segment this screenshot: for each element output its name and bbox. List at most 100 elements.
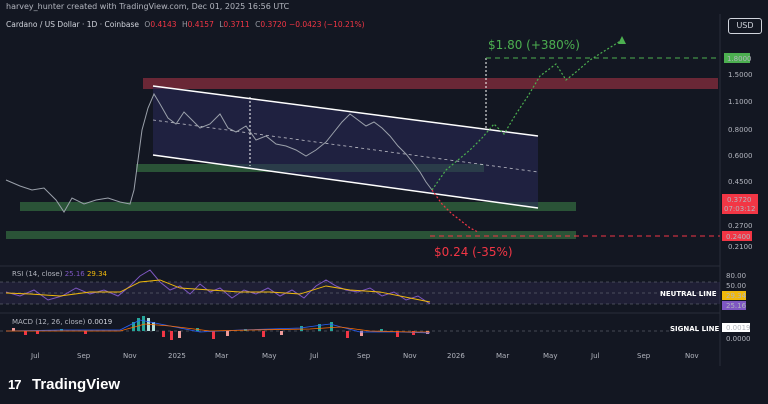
time-tick: Sep [357, 352, 371, 360]
time-tick: Nov [685, 352, 699, 360]
resistance-zone[interactable] [143, 78, 718, 89]
rsi-tick-80: 80.00 [726, 272, 746, 280]
bullish-arrow-head [618, 36, 626, 44]
currency-button[interactable]: USD [728, 18, 762, 34]
macd-bar [36, 331, 39, 334]
macd-zero-text: 0.0000 [726, 335, 751, 343]
rsi-badge-1 [722, 291, 746, 300]
macd-bar [318, 324, 321, 331]
macd-bar [262, 331, 265, 337]
rsi-title[interactable]: RSI (14, close) [12, 270, 63, 278]
channel-mid-line[interactable] [152, 119, 539, 173]
macd-bar [396, 331, 399, 337]
time-tick: Sep [637, 352, 651, 360]
macd-bar [300, 326, 303, 331]
rsi-value-2: 29.34 [86, 270, 108, 278]
low-label: L [219, 20, 224, 29]
rsi-badge-2-text: 25.16 [726, 302, 747, 310]
macd-bar [346, 331, 349, 338]
macd-bar [152, 322, 155, 331]
bearish-projection[interactable] [431, 189, 479, 233]
time-tick: 2026 [447, 352, 465, 360]
rsi-value-1: 25.16 [64, 270, 85, 278]
time-tick: 2025 [168, 352, 186, 360]
lower-support-zone[interactable] [6, 231, 576, 239]
target-down-label: $0.24 (-35%) [434, 245, 513, 259]
price-tick-1: 1.5000 [728, 71, 753, 79]
open-value: 0.4143 [150, 20, 177, 29]
macd-bar [142, 316, 145, 331]
price-axis[interactable]: 1.8000 1.5000 1.1000 0.8000 0.6000 0.450… [722, 53, 758, 251]
target-high-badge-text: 1.8000 [727, 55, 752, 63]
price-line[interactable] [5, 92, 433, 213]
symbol-title[interactable]: Cardano / US Dollar · 1D · Coinbase [6, 20, 140, 29]
price-tick-4: 0.6000 [728, 152, 753, 160]
countdown-text: 07:03:12 [724, 205, 755, 213]
macd-bar [12, 328, 15, 331]
target-up-label: $1.80 (+380%) [488, 38, 580, 52]
rsi-tick-50: 50.00 [726, 282, 746, 290]
macd-legend: MACD (12, 26, close) 0.0019 [12, 318, 112, 326]
time-tick: May [262, 352, 276, 360]
macd-bar [360, 331, 363, 336]
time-tick: Mar [496, 352, 509, 360]
time-tick: Sep [77, 352, 91, 360]
current-price-badge [722, 194, 758, 214]
macd-title[interactable]: MACD (12, 26, close) [12, 318, 86, 326]
target-low-badge [722, 231, 752, 241]
rsi-ma-line[interactable] [5, 279, 431, 303]
chart-credit: harvey_hunter created with TradingView.c… [6, 2, 290, 11]
current-price-text: 0.3720 [727, 196, 752, 204]
rsi-badge-1-text: 29.34 [726, 292, 747, 300]
macd-bar [178, 331, 181, 338]
macd-bar [170, 331, 173, 340]
high-value: 0.4157 [187, 20, 214, 29]
open-label: O [144, 20, 151, 29]
rsi-badge-2 [722, 301, 746, 310]
macd-bar [412, 331, 415, 335]
macd-bar [132, 322, 135, 331]
macd-signal-line[interactable] [6, 323, 430, 333]
time-tick: Jul [309, 352, 319, 360]
time-tick: Mar [215, 352, 228, 360]
macd-badge [722, 323, 750, 332]
low-value: 0.3711 [223, 20, 250, 29]
time-tick: May [543, 352, 557, 360]
rsi-line[interactable] [5, 269, 431, 305]
tradingview-logo-icon[interactable]: 17 [8, 377, 22, 392]
high-label: H [181, 20, 188, 29]
support-zone[interactable] [20, 202, 576, 211]
macd-bar [212, 331, 215, 339]
macd-bar [162, 331, 165, 337]
footer: 17 TradingView [0, 368, 768, 404]
price-tick-3: 0.8000 [728, 126, 753, 134]
change-value: −0.0423 (−10.21%) [288, 20, 365, 29]
macd-bar [426, 331, 429, 334]
macd-bar [380, 329, 383, 331]
rsi-legend: RSI (14, close) 25.16 29.34 [12, 270, 107, 278]
macd-bar [84, 331, 87, 334]
time-tick: Nov [123, 352, 137, 360]
price-tick-2: 1.1000 [728, 98, 753, 106]
macd-bar [280, 331, 283, 335]
channel-lower-line[interactable] [152, 154, 539, 209]
price-legend: Cardano / US Dollar · 1D · Coinbase O0.4… [6, 20, 365, 29]
time-axis[interactable]: Jul Sep Nov 2025 Mar May Jul Sep Nov 202… [30, 352, 699, 360]
price-tick-7: 0.2100 [728, 243, 753, 251]
macd-bar [24, 331, 27, 335]
signal-line-label: SIGNAL LINE [670, 325, 719, 333]
neutral-line-label: NEUTRAL LINE [660, 290, 717, 298]
close-value: 0.3720 [260, 20, 287, 29]
price-tick-5: 0.4500 [728, 178, 753, 186]
macd-badge-text: 0.0019 [726, 324, 751, 332]
time-tick: Jul [590, 352, 600, 360]
macd-bar [137, 318, 140, 331]
channel-upper-line[interactable] [152, 85, 539, 137]
tradingview-brand[interactable]: TradingView [32, 376, 121, 393]
time-tick: Jul [30, 352, 40, 360]
channel-fill[interactable] [153, 86, 538, 208]
target-low-badge-text: 0.2400 [726, 233, 751, 241]
macd-value: 0.0019 [87, 318, 113, 326]
time-tick: Nov [403, 352, 417, 360]
